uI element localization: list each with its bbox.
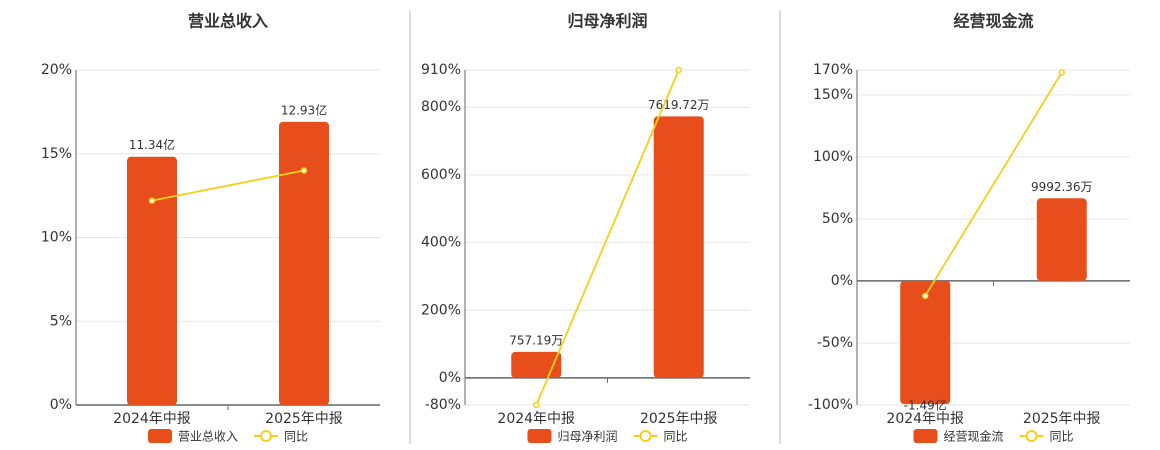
- y-tick-label: 600%: [421, 167, 461, 183]
- y-tick-label: 5%: [50, 313, 72, 329]
- bar: [127, 156, 177, 405]
- x-tick-label: 2024年中报: [886, 411, 964, 427]
- legend-swatch: [1025, 430, 1038, 442]
- legend-label: 营业总收入: [178, 430, 238, 444]
- x-tick-label: 2025年中报: [1023, 411, 1101, 427]
- y-tick-label: 50%: [822, 211, 853, 227]
- y-tick-label: 100%: [813, 149, 853, 165]
- y-tick-label: 0%: [50, 397, 72, 413]
- bar: [900, 280, 951, 405]
- x-tick-label: 2024年中报: [113, 411, 191, 427]
- legend-swatch: [260, 430, 273, 442]
- line-point: [922, 292, 929, 300]
- y-tick-label: 150%: [813, 87, 853, 103]
- y-tick-label: 0%: [439, 370, 461, 386]
- y-tick-label: -80%: [425, 397, 461, 413]
- y-tick-label: 910%: [421, 62, 461, 78]
- x-tick-label: 2024年中报: [497, 411, 575, 427]
- x-tick-label: 2025年中报: [640, 411, 718, 427]
- y-tick-label: -50%: [817, 335, 853, 351]
- x-tick-label: 2025年中报: [265, 411, 343, 427]
- line-point: [148, 197, 156, 204]
- chart-title: 经营现金流: [953, 12, 1033, 31]
- chart-title: 营业总收入: [188, 12, 268, 31]
- bar: [511, 351, 562, 378]
- legend-swatch: [527, 429, 552, 443]
- y-tick-label: 20%: [41, 62, 72, 78]
- line-series: [924, 72, 1063, 297]
- bar-value-label: 757.19万: [509, 333, 563, 347]
- bar: [653, 116, 704, 378]
- y-tick-label: 400%: [421, 235, 461, 251]
- legend-label: 经营现金流: [944, 429, 1004, 444]
- chart-title: 归母净利润: [567, 12, 647, 31]
- legend-swatch: [639, 430, 652, 442]
- bar-value-label: 11.34亿: [129, 137, 175, 152]
- line-point: [533, 401, 540, 409]
- y-tick-label: 0%: [831, 273, 853, 289]
- bar-value-label: 7619.72万: [648, 98, 710, 112]
- y-tick-label: -100%: [808, 397, 853, 413]
- line-point: [1058, 69, 1065, 76]
- bar-value-label: -1.49亿: [904, 398, 947, 413]
- y-tick-label: 200%: [421, 302, 461, 318]
- legend-label: 归母净利润: [558, 430, 618, 444]
- y-tick-label: 15%: [41, 146, 72, 162]
- y-tick-label: 170%: [813, 62, 853, 78]
- line-point: [300, 167, 308, 174]
- legend-swatch: [148, 429, 172, 443]
- legend-label: 同比: [1050, 430, 1074, 444]
- legend-label: 同比: [284, 430, 308, 444]
- y-tick-label: 800%: [421, 99, 461, 115]
- line-series: [535, 69, 680, 406]
- bar-value-label: 9992.36万: [1031, 180, 1093, 194]
- line-series: [151, 169, 305, 202]
- line-point: [675, 66, 682, 74]
- bar: [279, 121, 329, 406]
- legend-swatch: [913, 429, 938, 443]
- legend-label: 同比: [664, 430, 688, 444]
- bar: [1036, 198, 1087, 281]
- bar-value-label: 12.93亿: [281, 102, 327, 117]
- y-tick-label: 10%: [41, 230, 72, 246]
